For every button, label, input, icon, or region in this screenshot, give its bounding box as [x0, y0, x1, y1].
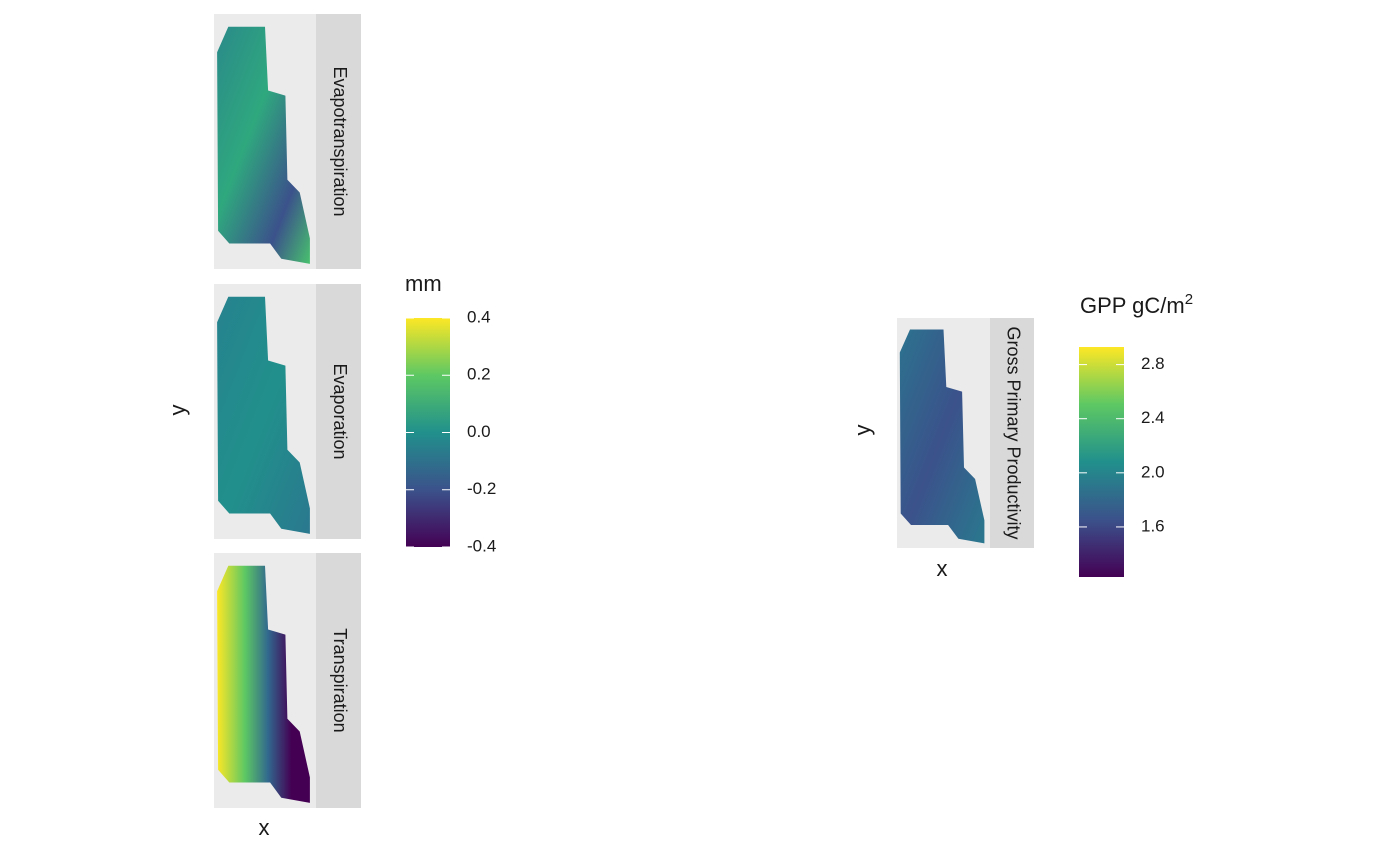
colorbar-tick-label: 0.2 — [467, 365, 491, 384]
y-axis-label: y — [850, 425, 875, 436]
y-axis-label: y — [165, 405, 190, 416]
raster-field — [217, 26, 310, 264]
strip-label: Transpiration — [330, 628, 350, 732]
legend-title: GPP gC/m2 — [1080, 291, 1193, 318]
strip-background — [316, 284, 361, 539]
colorbar-tick-label: 2.4 — [1141, 408, 1165, 427]
colorbar-tick-label: -0.4 — [467, 536, 496, 555]
colorbar-tick-label: -0.2 — [467, 479, 496, 498]
strip-label: Gross Primary Productivity — [1003, 326, 1023, 539]
raster-field — [217, 296, 310, 534]
legend-title: mm — [405, 271, 442, 296]
strip-background — [316, 553, 361, 808]
legend-title-text: GPP gC/m — [1080, 293, 1185, 318]
strip-clip: Gross Primary Productivity — [1003, 326, 1023, 539]
colorbar-tick-label: 1.6 — [1141, 516, 1165, 535]
strip-background — [990, 318, 1034, 548]
strip-label: Evapotranspiration — [330, 66, 350, 216]
strip-label: Evaporation — [330, 363, 350, 459]
colorbar-tick-label: 0.0 — [467, 422, 491, 441]
colorbar — [1079, 347, 1124, 577]
colorbar-tick-label: 0.4 — [467, 307, 491, 326]
x-axis-label: x — [259, 815, 270, 840]
colorbar-tick-label: 2.8 — [1141, 354, 1165, 373]
colorbar-tick-label: 2.0 — [1141, 462, 1165, 481]
x-axis-label: x — [937, 556, 948, 581]
legend-title-superscript: 2 — [1185, 291, 1193, 308]
strip-background — [316, 14, 361, 269]
raster-field — [899, 329, 985, 544]
raster-field — [217, 565, 310, 803]
legend-title-text: mm — [405, 271, 442, 296]
